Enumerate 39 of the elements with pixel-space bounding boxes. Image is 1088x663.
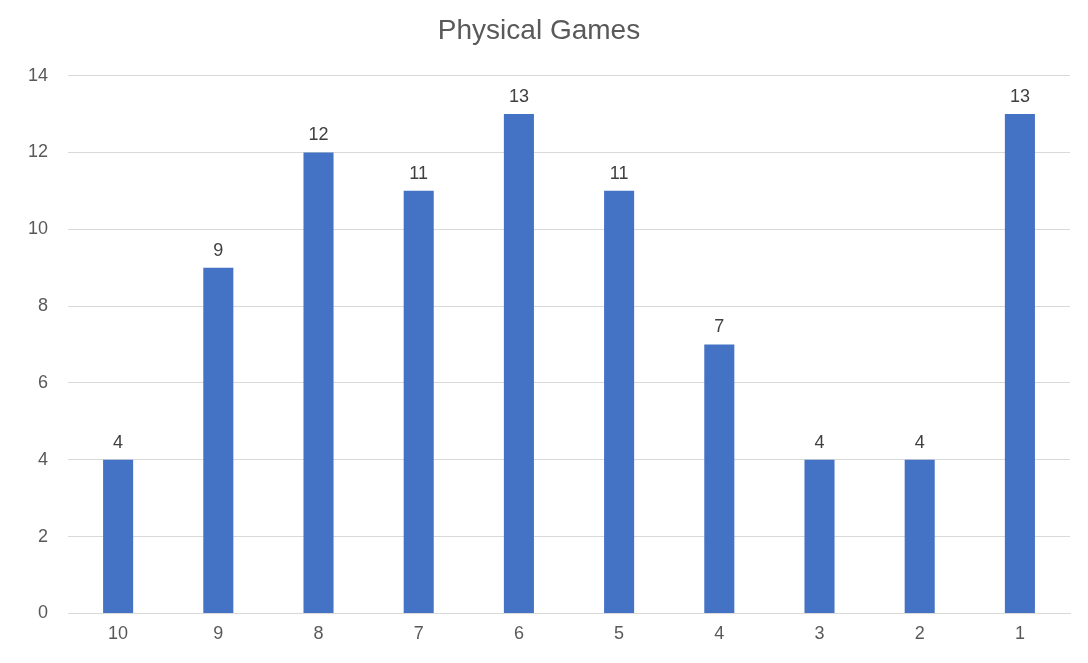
y-tick-label: 10 <box>27 218 49 239</box>
x-tick-label: 9 <box>213 623 224 644</box>
y-tick-label: 4 <box>38 448 49 469</box>
data-label: 11 <box>609 162 629 183</box>
y-tick-label: 8 <box>38 295 49 316</box>
bar <box>503 114 534 613</box>
x-tick-label: 6 <box>513 623 524 644</box>
bar <box>704 344 735 613</box>
bar <box>604 190 635 613</box>
x-tick-label: 1 <box>1014 623 1025 644</box>
x-tick-label: 3 <box>814 623 825 644</box>
y-tick-label: 2 <box>38 525 49 546</box>
data-label: 13 <box>508 85 529 106</box>
x-tick-label: 2 <box>914 623 925 644</box>
bar <box>904 459 935 613</box>
bar <box>403 190 434 613</box>
x-tick-label: 10 <box>108 623 129 644</box>
bar <box>1004 114 1035 613</box>
data-label: 7 <box>714 316 725 337</box>
data-label: 4 <box>113 431 124 452</box>
data-label: 4 <box>814 431 825 452</box>
bar <box>303 152 334 613</box>
x-tick-label: 7 <box>413 623 424 644</box>
y-tick-label: 12 <box>27 141 49 162</box>
data-label: 13 <box>1009 85 1030 106</box>
y-tick-label: 6 <box>38 371 49 392</box>
bar <box>203 267 234 613</box>
y-tick-label: 14 <box>27 64 49 85</box>
data-label: 4 <box>914 431 925 452</box>
x-tick-label: 5 <box>614 623 625 644</box>
bar <box>103 459 134 613</box>
y-tick-label: 0 <box>38 602 49 623</box>
x-tick-label: 4 <box>714 623 725 644</box>
chart-title: Physical Games <box>437 13 641 45</box>
x-tick-label: 8 <box>313 623 324 644</box>
data-label: 12 <box>308 124 329 145</box>
data-label: 9 <box>213 239 224 260</box>
bar <box>804 459 835 613</box>
data-label: 11 <box>409 162 429 183</box>
